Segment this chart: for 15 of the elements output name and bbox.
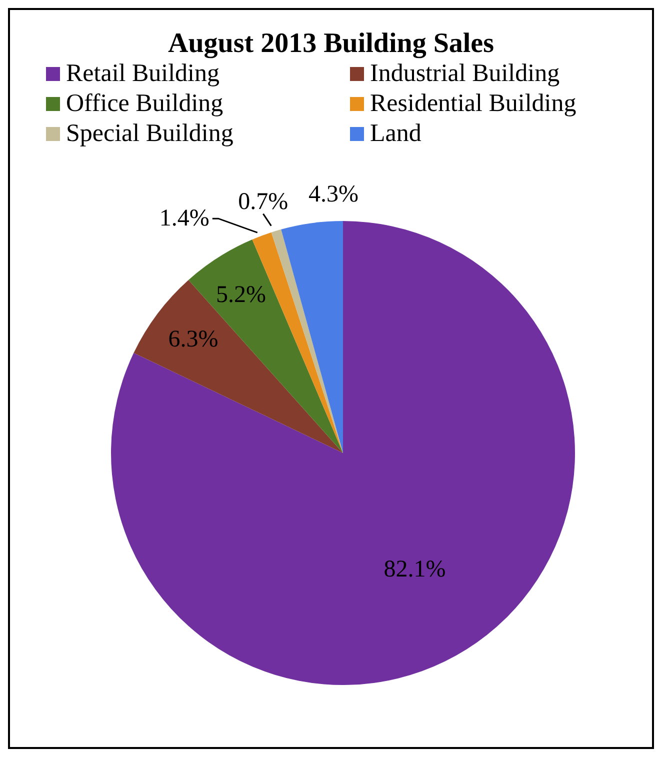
data-label: 4.3%: [308, 181, 359, 208]
legend-label: Special Building: [66, 120, 234, 148]
legend-label: Industrial Building: [370, 60, 560, 88]
data-label: 82.1%: [384, 556, 446, 583]
data-label: 6.3%: [168, 326, 218, 352]
pie-slice: [134, 280, 343, 453]
legend-label: Office Building: [66, 90, 224, 118]
data-label: 0.7%: [238, 188, 288, 215]
legend-label: Residential Building: [370, 90, 576, 118]
legend-label: Land: [370, 120, 422, 148]
data-label: 1.4%: [159, 206, 210, 232]
pie-slice: [281, 221, 343, 453]
legend-label: Retail Building: [66, 60, 220, 88]
data-label: 5.2%: [216, 282, 266, 308]
chart-title: August 2013 Building Sales: [167, 28, 495, 60]
